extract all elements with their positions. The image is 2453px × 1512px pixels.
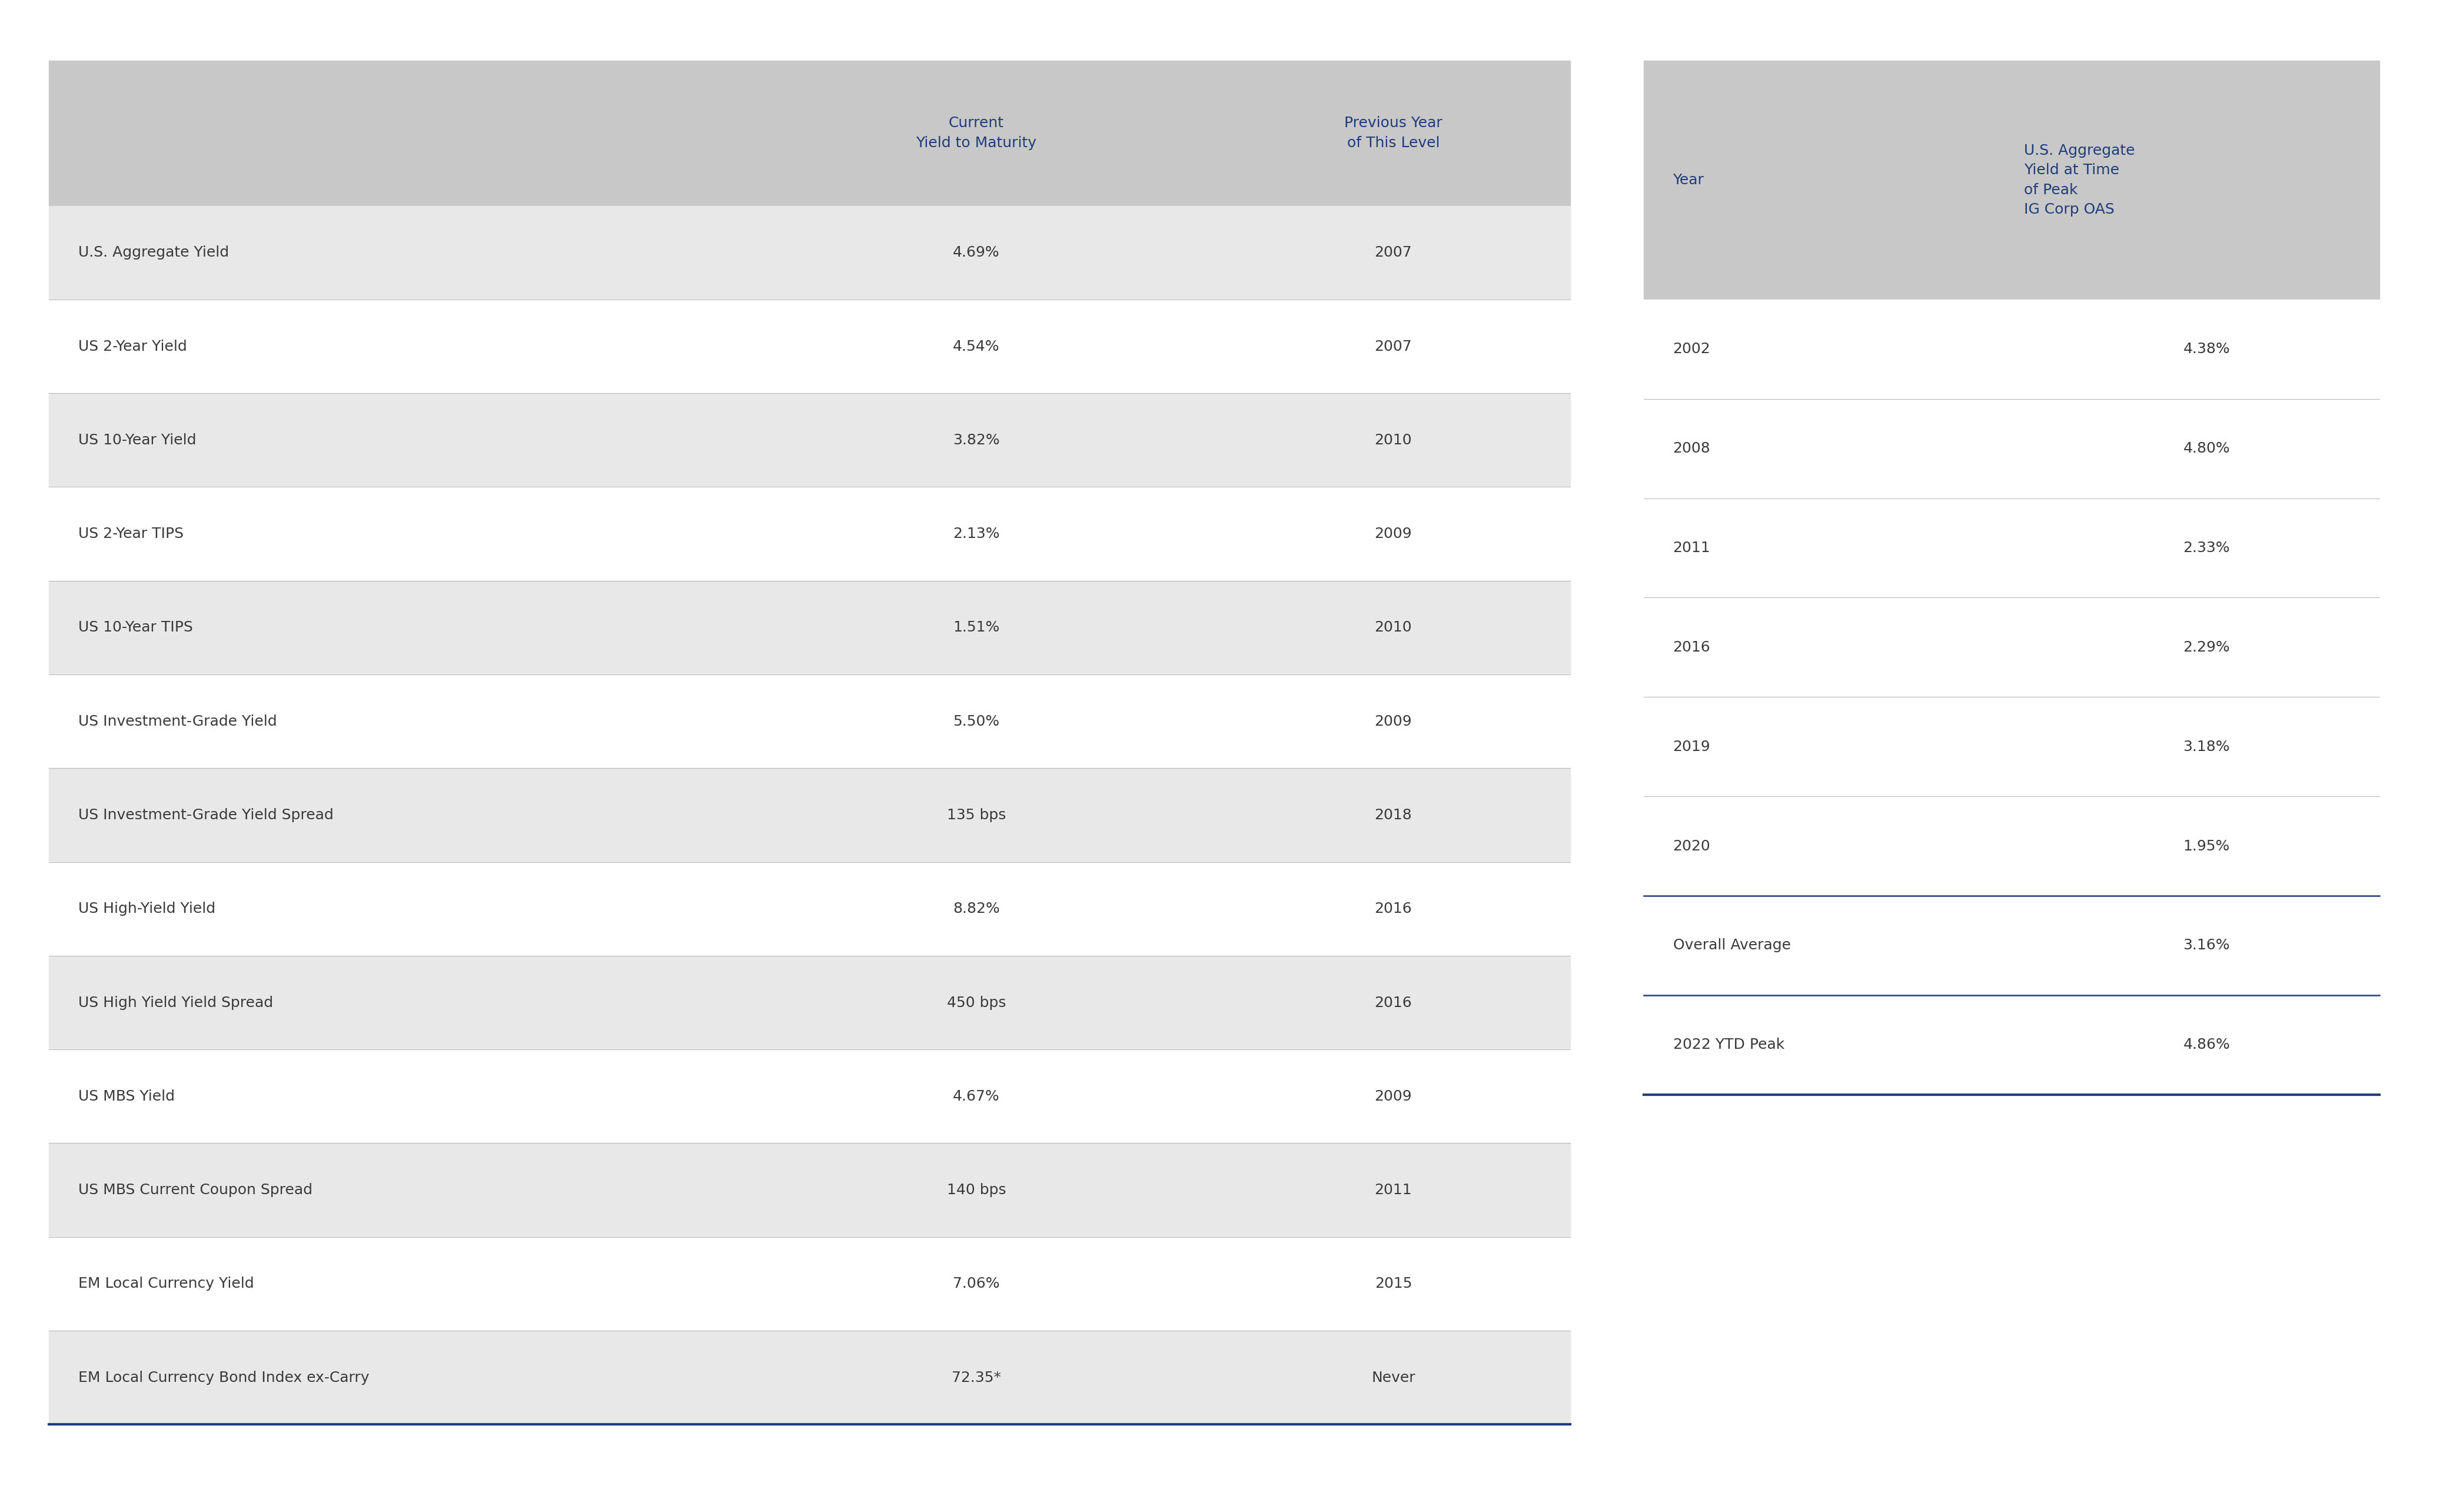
Text: 72.35*: 72.35* xyxy=(952,1370,1001,1385)
Bar xyxy=(1644,895,2379,995)
Text: 2011: 2011 xyxy=(1374,1182,1413,1198)
Bar xyxy=(49,1143,1570,1237)
Text: 2010: 2010 xyxy=(1374,432,1413,448)
Bar xyxy=(49,1049,1570,1143)
Text: US Investment-Grade Yield: US Investment-Grade Yield xyxy=(78,714,277,729)
Text: US High Yield Yield Spread: US High Yield Yield Spread xyxy=(78,995,272,1010)
Bar xyxy=(49,206,1570,299)
Text: 2010: 2010 xyxy=(1374,620,1413,635)
Text: U.S. Aggregate
Yield at Time
of Peak
IG Corp OAS: U.S. Aggregate Yield at Time of Peak IG … xyxy=(2024,144,2134,216)
Bar xyxy=(49,674,1570,768)
Text: US MBS Current Coupon Spread: US MBS Current Coupon Spread xyxy=(78,1182,312,1198)
Bar xyxy=(1644,697,2379,797)
Bar xyxy=(49,1331,1570,1424)
Text: 8.82%: 8.82% xyxy=(952,901,1001,916)
Text: 3.16%: 3.16% xyxy=(2183,939,2230,953)
Text: 450 bps: 450 bps xyxy=(947,995,1006,1010)
Text: Never: Never xyxy=(1371,1370,1415,1385)
Text: 4.67%: 4.67% xyxy=(952,1089,1001,1104)
Bar xyxy=(49,299,1570,393)
Text: 2016: 2016 xyxy=(1673,640,1710,655)
Text: US 10-Year TIPS: US 10-Year TIPS xyxy=(78,620,194,635)
Bar xyxy=(49,60,1570,206)
Bar xyxy=(49,768,1570,862)
Text: Overall Average: Overall Average xyxy=(1673,939,1791,953)
Text: Previous Year
of This Level: Previous Year of This Level xyxy=(1344,116,1442,150)
Text: US 2-Year TIPS: US 2-Year TIPS xyxy=(78,526,184,541)
Text: 2016: 2016 xyxy=(1374,995,1413,1010)
Bar xyxy=(49,956,1570,1049)
Text: 4.54%: 4.54% xyxy=(952,339,1001,354)
Text: US 2-Year Yield: US 2-Year Yield xyxy=(78,339,186,354)
Text: 1.95%: 1.95% xyxy=(2183,839,2230,853)
Text: US 10-Year Yield: US 10-Year Yield xyxy=(78,432,196,448)
Text: US High-Yield Yield: US High-Yield Yield xyxy=(78,901,216,916)
Bar xyxy=(1644,597,2379,697)
Bar xyxy=(49,862,1570,956)
Text: 2002: 2002 xyxy=(1673,342,1710,357)
Text: 2.13%: 2.13% xyxy=(952,526,1001,541)
Text: 2009: 2009 xyxy=(1374,1089,1413,1104)
Text: 2.33%: 2.33% xyxy=(2183,541,2230,555)
Bar xyxy=(1644,299,2379,399)
Text: 135 bps: 135 bps xyxy=(947,807,1006,823)
Text: 2016: 2016 xyxy=(1374,901,1413,916)
Text: US Investment-Grade Yield Spread: US Investment-Grade Yield Spread xyxy=(78,807,334,823)
Text: 2022 YTD Peak: 2022 YTD Peak xyxy=(1673,1037,1783,1052)
Bar xyxy=(49,487,1570,581)
Text: 2018: 2018 xyxy=(1374,807,1413,823)
Text: 2015: 2015 xyxy=(1374,1276,1413,1291)
Bar xyxy=(1644,399,2379,499)
Text: 2019: 2019 xyxy=(1673,739,1710,754)
Text: 2007: 2007 xyxy=(1374,339,1413,354)
Text: 5.50%: 5.50% xyxy=(954,714,998,729)
Text: 3.18%: 3.18% xyxy=(2183,739,2230,754)
Text: 7.06%: 7.06% xyxy=(952,1276,1001,1291)
Text: U.S. Aggregate Yield: U.S. Aggregate Yield xyxy=(78,245,228,260)
Text: 4.80%: 4.80% xyxy=(2183,442,2230,455)
Text: 2007: 2007 xyxy=(1374,245,1413,260)
Text: EM Local Currency Bond Index ex-Carry: EM Local Currency Bond Index ex-Carry xyxy=(78,1370,370,1385)
Text: 2009: 2009 xyxy=(1374,714,1413,729)
Text: 2020: 2020 xyxy=(1673,839,1710,853)
Text: US MBS Yield: US MBS Yield xyxy=(78,1089,174,1104)
Bar xyxy=(1644,499,2379,597)
Text: Year: Year xyxy=(1673,172,1705,187)
Bar xyxy=(1644,60,2379,299)
Text: 4.38%: 4.38% xyxy=(2183,342,2230,357)
Text: 4.86%: 4.86% xyxy=(2183,1037,2230,1052)
Text: 140 bps: 140 bps xyxy=(947,1182,1006,1198)
Text: EM Local Currency Yield: EM Local Currency Yield xyxy=(78,1276,255,1291)
Text: Current
Yield to Maturity: Current Yield to Maturity xyxy=(915,116,1038,150)
Text: 1.51%: 1.51% xyxy=(952,620,1001,635)
Text: 2008: 2008 xyxy=(1673,442,1710,455)
Bar xyxy=(1644,995,2379,1095)
Bar xyxy=(1644,797,2379,895)
Text: 3.82%: 3.82% xyxy=(952,432,1001,448)
Text: 2.29%: 2.29% xyxy=(2183,640,2230,655)
Text: 2011: 2011 xyxy=(1673,541,1710,555)
Bar xyxy=(49,1237,1570,1331)
Text: 2009: 2009 xyxy=(1374,526,1413,541)
Bar xyxy=(49,581,1570,674)
Bar xyxy=(49,393,1570,487)
Text: 4.69%: 4.69% xyxy=(952,245,1001,260)
